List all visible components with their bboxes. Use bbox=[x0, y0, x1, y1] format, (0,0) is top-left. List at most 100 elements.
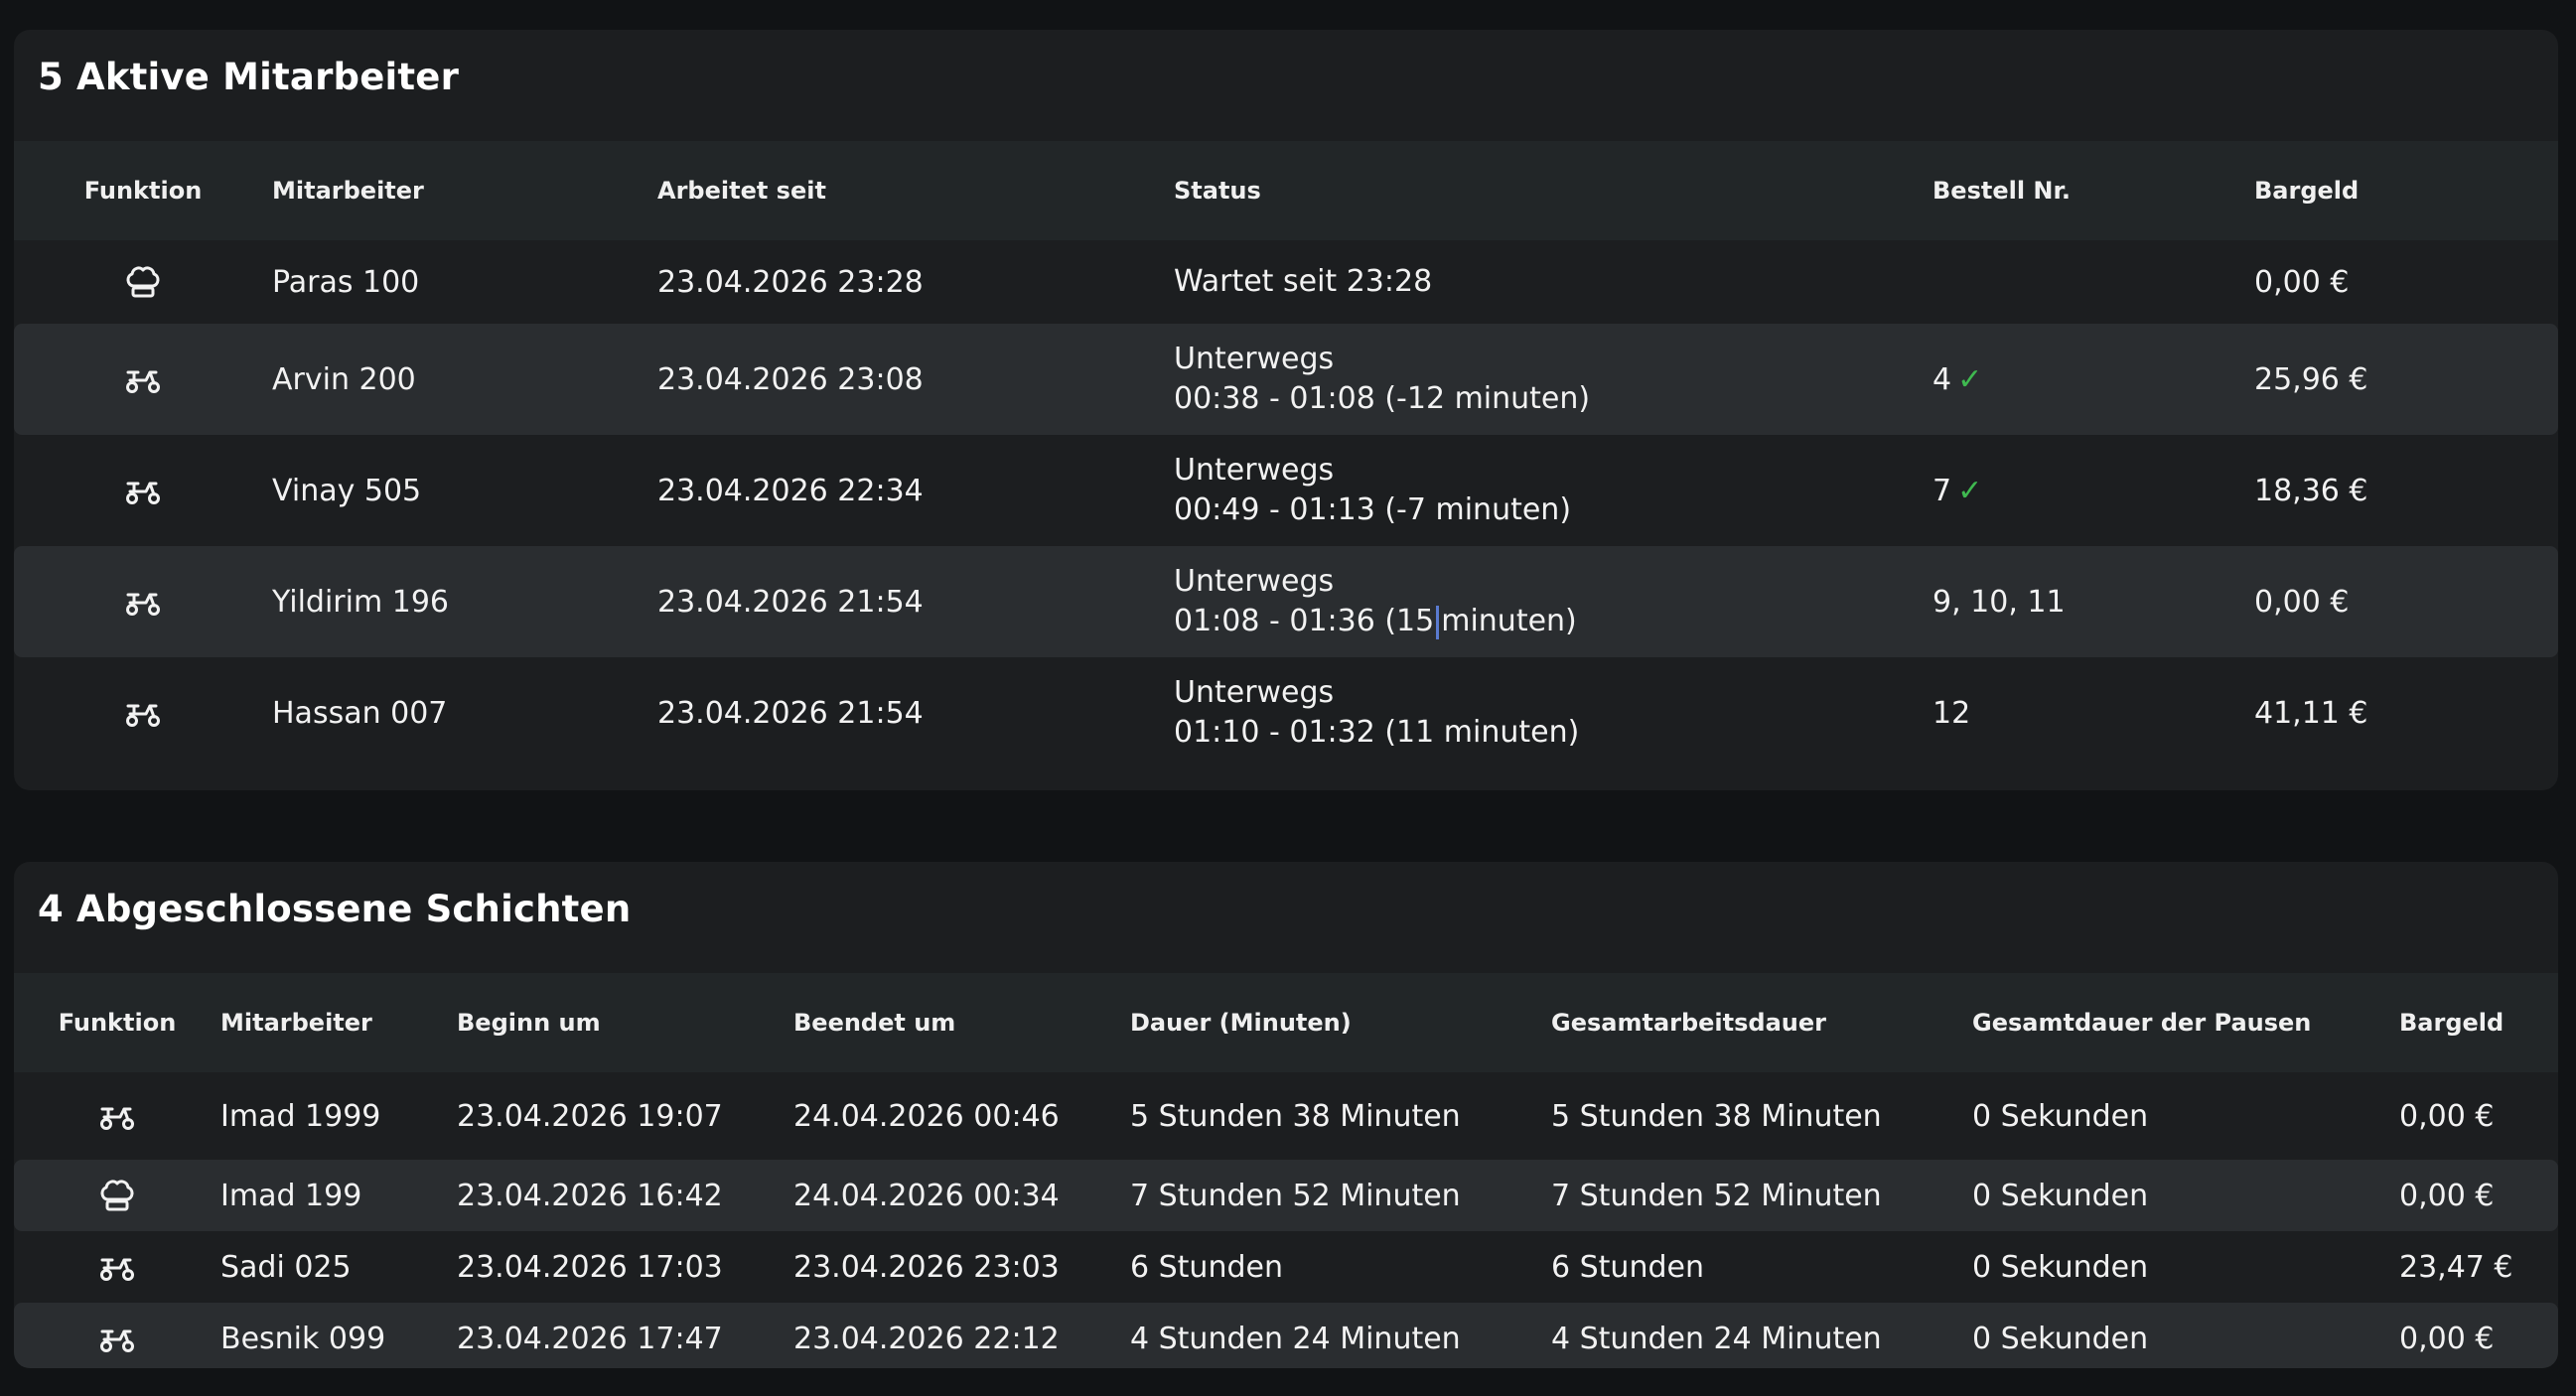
closed-shifts-table: Funktion Mitarbeiter Beginn um Beendet u… bbox=[14, 973, 2558, 1368]
scooter-icon bbox=[124, 700, 162, 728]
table-row[interactable]: Imad 1999 23.04.2026 19:07 24.04.2026 00… bbox=[14, 1072, 2558, 1160]
total-work-duration: 6 Stunden bbox=[1551, 1249, 1704, 1285]
cash-amount: 0,00 € bbox=[2254, 546, 2558, 657]
working-since: 23.04.2026 23:28 bbox=[657, 264, 924, 300]
scooter-icon bbox=[124, 366, 162, 394]
cash-amount: 25,96 € bbox=[2254, 324, 2558, 435]
active-employees-title: 5 Aktive Mitarbeiter bbox=[38, 56, 460, 98]
scooter-icon bbox=[98, 1103, 136, 1131]
shift-duration: 6 Stunden bbox=[1130, 1249, 1283, 1285]
status-time-window: 01:08 - 01:36 (15 minuten) bbox=[1174, 602, 1932, 641]
total-break-duration: 0 Sekunden bbox=[1972, 1160, 2399, 1231]
scooter-icon bbox=[98, 1326, 136, 1353]
shift-end: 23.04.2026 23:03 bbox=[793, 1249, 1060, 1285]
scooter-icon bbox=[98, 1254, 136, 1282]
role-cell bbox=[14, 1160, 220, 1231]
total-work-duration: 5 Stunden 38 Minuten bbox=[1551, 1098, 1882, 1134]
order-cell: 4 ✓ bbox=[1932, 324, 2254, 435]
total-break-duration: 0 Sekunden bbox=[1972, 1303, 2399, 1368]
status-cell: Wartet seit 23:28 bbox=[1174, 240, 1932, 324]
status-text: Wartet seit 23:28 bbox=[1174, 264, 1433, 299]
column-header-bargeld[interactable]: Bargeld bbox=[2254, 177, 2360, 205]
table-row[interactable]: Hassan 007 23.04.2026 21:54 Unterwegs 01… bbox=[14, 657, 2558, 768]
shift-start: 23.04.2026 19:07 bbox=[457, 1098, 723, 1134]
order-numbers[interactable]: 4 bbox=[1932, 361, 1952, 397]
role-cell bbox=[14, 324, 272, 435]
check-icon: ✓ bbox=[1957, 473, 1983, 508]
role-cell bbox=[14, 240, 272, 324]
column-header-pausen[interactable]: Gesamtdauer der Pausen bbox=[1972, 1009, 2312, 1037]
total-work-duration: 7 Stunden 52 Minuten bbox=[1551, 1160, 1972, 1231]
total-break-duration: 0 Sekunden bbox=[1972, 1098, 2149, 1134]
employee-name: Vinay 505 bbox=[272, 473, 422, 508]
table-row[interactable]: Arvin 200 23.04.2026 23:08 Unterwegs 00:… bbox=[14, 324, 2558, 435]
role-cell bbox=[14, 546, 272, 657]
working-since: 23.04.2026 23:08 bbox=[657, 324, 1174, 435]
status-cell: Unterwegs 01:08 - 01:36 (15 minuten) bbox=[1174, 546, 1932, 657]
column-header-mitarbeiter[interactable]: Mitarbeiter bbox=[220, 1009, 372, 1037]
status-time-window: 00:38 - 01:08 (-12 minuten) bbox=[1174, 381, 1591, 416]
column-header-bargeld[interactable]: Bargeld bbox=[2399, 1009, 2504, 1037]
text-cursor bbox=[1436, 605, 1440, 639]
status-text: Unterwegs bbox=[1174, 342, 1335, 376]
column-header-dauer[interactable]: Dauer (Minuten) bbox=[1130, 1009, 1352, 1037]
table-row[interactable]: Paras 100 23.04.2026 23:28 Wartet seit 2… bbox=[14, 240, 2558, 324]
column-header-status[interactable]: Status bbox=[1174, 177, 1261, 205]
employee-name: Sadi 025 bbox=[220, 1249, 352, 1285]
role-cell bbox=[14, 1072, 220, 1160]
table-row[interactable]: Sadi 025 23.04.2026 17:03 23.04.2026 23:… bbox=[14, 1231, 2558, 1303]
closed-shifts-title: 4 Abgeschlossene Schichten bbox=[38, 888, 632, 930]
cash-amount: 23,47 € bbox=[2399, 1249, 2513, 1285]
working-since: 23.04.2026 22:34 bbox=[657, 473, 924, 508]
role-cell bbox=[14, 435, 272, 546]
shift-duration: 7 Stunden 52 Minuten bbox=[1130, 1160, 1551, 1231]
employee-name: Paras 100 bbox=[272, 264, 420, 300]
shift-end: 24.04.2026 00:46 bbox=[793, 1098, 1060, 1134]
status-cell: Unterwegs 01:10 - 01:32 (11 minuten) bbox=[1174, 657, 1932, 768]
column-header-gesamtarbeitsdauer[interactable]: Gesamtarbeitsdauer bbox=[1551, 1009, 1826, 1037]
column-header-arbeitet-seit[interactable]: Arbeitet seit bbox=[657, 177, 826, 205]
column-header-funktion[interactable]: Funktion bbox=[83, 177, 203, 205]
order-cell: 7 ✓ bbox=[1932, 435, 2254, 546]
order-numbers: 12 bbox=[1932, 695, 1971, 731]
status-text: Unterwegs bbox=[1174, 453, 1335, 488]
status-time-window: 01:10 - 01:32 (11 minuten) bbox=[1174, 715, 1580, 750]
status-cell: Unterwegs 00:49 - 01:13 (-7 minuten) bbox=[1174, 435, 1932, 546]
column-header-mitarbeiter[interactable]: Mitarbeiter bbox=[272, 177, 424, 205]
active-employees-card: 5 Aktive Mitarbeiter Funktion Mitarbeite… bbox=[14, 30, 2558, 790]
table-row[interactable]: Vinay 505 23.04.2026 22:34 Unterwegs 00:… bbox=[14, 435, 2558, 546]
total-work-duration: 4 Stunden 24 Minuten bbox=[1551, 1303, 1972, 1368]
role-cell bbox=[14, 657, 272, 768]
chef-hat-icon bbox=[98, 1178, 136, 1213]
working-since: 23.04.2026 21:54 bbox=[657, 546, 1174, 657]
status-text: Unterwegs bbox=[1174, 675, 1335, 710]
status-cell: Unterwegs 00:38 - 01:08 (-12 minuten) bbox=[1174, 324, 1932, 435]
check-icon: ✓ bbox=[1957, 361, 1983, 397]
table-header-row: Funktion Mitarbeiter Arbeitet seit Statu… bbox=[14, 141, 2558, 240]
employee-name: Besnik 099 bbox=[220, 1303, 457, 1368]
status-text: Unterwegs bbox=[1174, 564, 1335, 599]
total-break-duration: 0 Sekunden bbox=[1972, 1249, 2149, 1285]
column-header-bestell-nr[interactable]: Bestell Nr. bbox=[1932, 177, 2072, 205]
cash-amount: 41,11 € bbox=[2254, 695, 2368, 731]
role-cell bbox=[14, 1231, 220, 1303]
order-numbers[interactable]: 7 bbox=[1932, 473, 1952, 508]
column-header-funktion[interactable]: Funktion bbox=[58, 1009, 177, 1037]
active-employees-table: Funktion Mitarbeiter Arbeitet seit Statu… bbox=[14, 141, 2558, 768]
status-time-window-part: 01:08 - 01:36 (15 bbox=[1174, 604, 1435, 638]
shift-end: 24.04.2026 00:34 bbox=[793, 1160, 1130, 1231]
working-since: 23.04.2026 21:54 bbox=[657, 695, 924, 731]
cash-amount: 0,00 € bbox=[2399, 1098, 2495, 1134]
table-row[interactable]: Imad 199 23.04.2026 16:42 24.04.2026 00:… bbox=[14, 1160, 2558, 1231]
column-header-beginn[interactable]: Beginn um bbox=[457, 1009, 601, 1037]
cash-amount: 0,00 € bbox=[2399, 1303, 2558, 1368]
cash-amount: 18,36 € bbox=[2254, 473, 2368, 508]
cash-amount: 0,00 € bbox=[2399, 1160, 2558, 1231]
column-header-beendet[interactable]: Beendet um bbox=[793, 1009, 956, 1037]
order-numbers bbox=[1932, 240, 2254, 324]
table-row[interactable]: Besnik 099 23.04.2026 17:47 23.04.2026 2… bbox=[14, 1303, 2558, 1368]
scooter-icon bbox=[124, 589, 162, 617]
scooter-icon bbox=[124, 478, 162, 505]
table-row[interactable]: Yildirim 196 23.04.2026 21:54 Unterwegs … bbox=[14, 546, 2558, 657]
employee-name: Yildirim 196 bbox=[272, 546, 657, 657]
